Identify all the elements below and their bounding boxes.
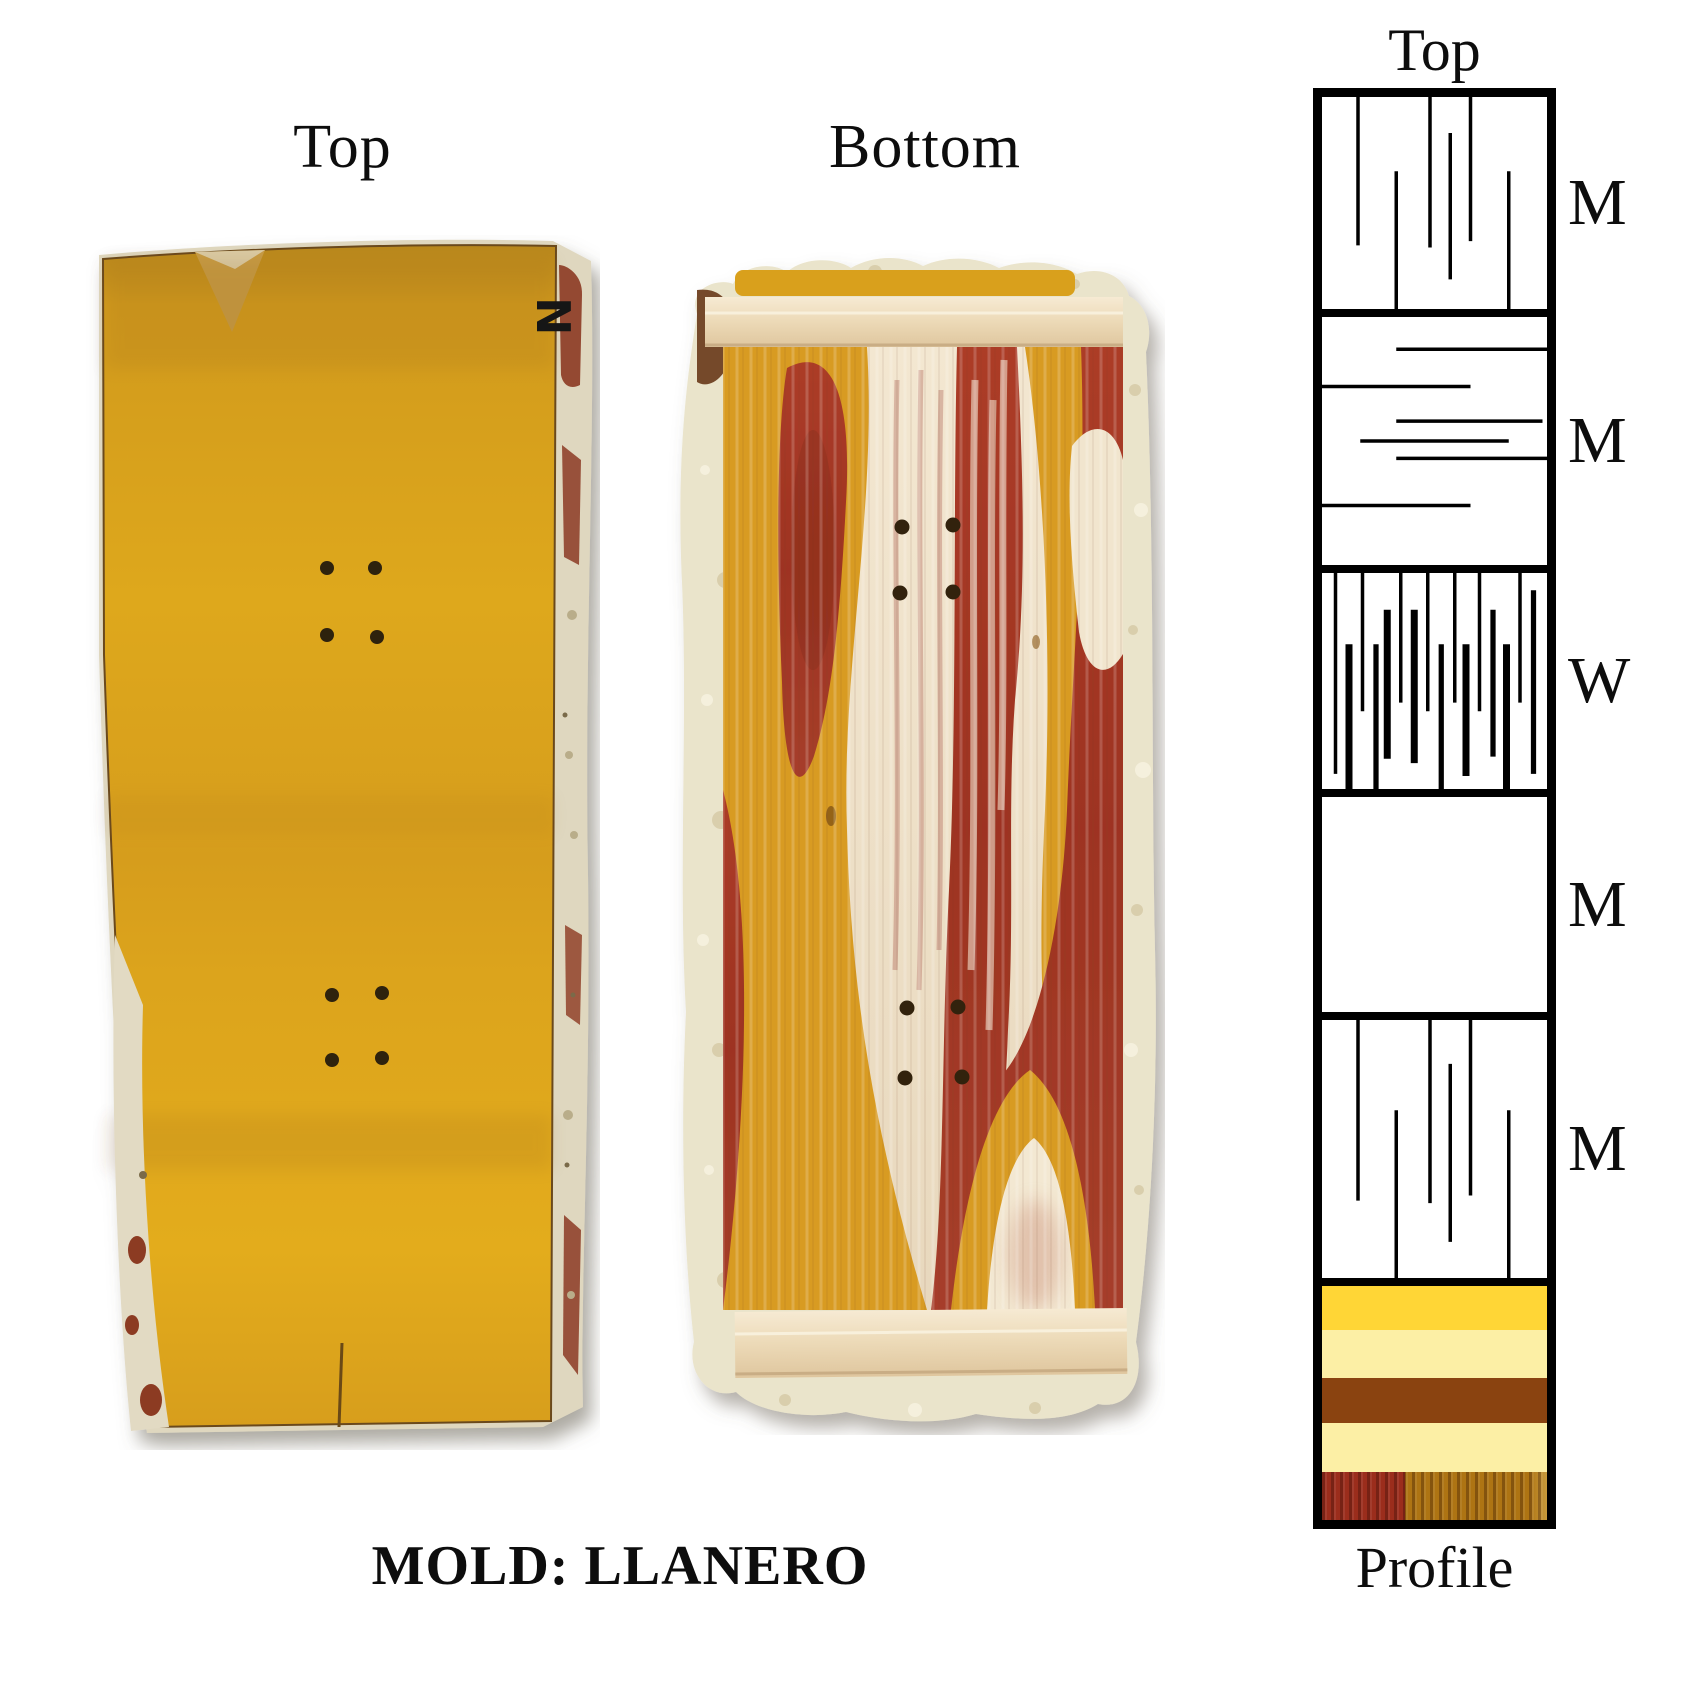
layer-grade-label: M — [1568, 404, 1627, 477]
layer-grade-labels: M M W M M — [1568, 88, 1678, 1529]
layer-grade-label: M — [1568, 166, 1627, 239]
chipped-corner — [113, 935, 169, 1431]
mold-caption: MOLD: LLANERO — [371, 1535, 869, 1597]
layer-grade-label: M — [1568, 1112, 1627, 1185]
profile-stripe-veneer-photo — [1322, 1472, 1547, 1520]
layer-grade-label: M — [1568, 867, 1627, 941]
glue-speckles — [562, 610, 578, 1299]
top-view-label: Top — [293, 113, 392, 181]
mounting-holes — [892, 517, 970, 1086]
diagram-top-label: Top — [1388, 17, 1481, 83]
layup-diagram — [1313, 88, 1556, 1529]
bottom-view-label: Bottom — [828, 113, 1022, 181]
bottom-view-photo — [680, 258, 1156, 1422]
profile-stripe-cream — [1322, 1423, 1547, 1472]
grain-layer-3 — [1322, 573, 1547, 797]
grain-layer-1 — [1322, 97, 1547, 317]
bottom-crossband — [734, 1307, 1128, 1379]
top-view-photo: N — [99, 239, 593, 1434]
grain-layer-5 — [1322, 1020, 1547, 1286]
yellow-top-sliver — [735, 270, 1075, 296]
layer-grade-label: W — [1568, 644, 1631, 717]
diagram-profile-label: Profile — [1355, 1535, 1514, 1600]
mounting-holes — [320, 561, 389, 1067]
grain-layer-4 — [1322, 797, 1547, 1020]
profile-stripe-cream — [1322, 1330, 1547, 1378]
profile-stripe-brown — [1322, 1378, 1547, 1423]
board-mark: N — [526, 297, 580, 336]
profile-stripe-gold — [1322, 1286, 1547, 1330]
deck-top-face — [101, 244, 558, 1429]
top-crossband — [705, 297, 1123, 347]
painted-field — [723, 347, 1123, 1310]
wood-crack — [337, 1342, 344, 1428]
grain-layer-2 — [1322, 317, 1547, 573]
